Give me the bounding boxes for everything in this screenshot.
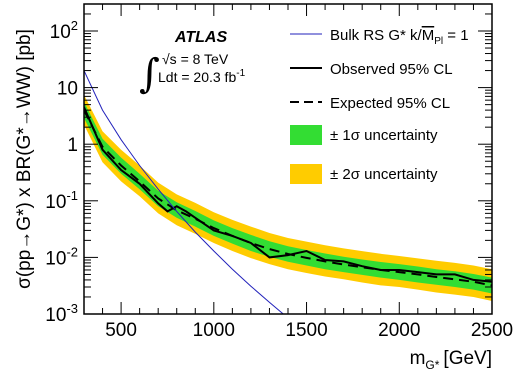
y-tick-label: 10 (57, 79, 78, 100)
y-tick-label: 1 (67, 135, 78, 156)
legend-theory-suffix: = 1 (443, 27, 468, 44)
axis-tick-labels: 500 1000 1500 2000 2500 10-3 10-2 10-1 1 10 102 (45, 18, 513, 341)
x-axis-title: mG* [GeV] (410, 348, 492, 372)
x-tick-label: 1000 (193, 320, 235, 341)
y-tick-label: 10-1 (45, 188, 78, 213)
x-axis-title-unit: [GeV] (443, 348, 492, 369)
axis-ticks (83, 3, 493, 315)
legend-theory-label: Bulk RS G* k/MPl = 1 (330, 27, 469, 47)
legend: Bulk RS G* k/MPl = 1 Observed 95% CL Exp… (290, 27, 469, 184)
y-tick-label: 10-2 (45, 244, 78, 269)
theory-curve (84, 70, 285, 314)
luminosity-prefix: Ldt = 20.3 fb (158, 69, 236, 85)
x-tick-label: 1500 (285, 320, 327, 341)
x-axis-title-sub: G* (425, 358, 439, 372)
expected-limit-line (84, 109, 492, 287)
observed-limit-line (84, 106, 492, 283)
uncertainty-bands (84, 94, 492, 301)
legend-band2-swatch (290, 164, 322, 184)
x-axis-title-main: m (410, 348, 426, 369)
luminosity-label: Ldt = 20.3 fb-1 (158, 68, 246, 85)
legend-band2-label: ± 2σ uncertainty (330, 166, 438, 183)
legend-band1-swatch (290, 125, 322, 145)
energy-label: √s = 8 TeV (162, 51, 229, 67)
y-tick-label: 102 (50, 18, 78, 43)
legend-observed-label: Observed 95% CL (330, 61, 453, 78)
legend-band1-label: ± 1σ uncertainty (330, 127, 438, 144)
x-tick-label: 2500 (471, 320, 513, 341)
limit-curves (84, 70, 492, 314)
x-tick-label: 2000 (378, 320, 420, 341)
legend-expected-label: Expected 95% CL (330, 95, 450, 112)
legend-theory-prefix: Bulk RS G* k/ (330, 27, 423, 44)
luminosity-exp: -1 (236, 68, 245, 79)
legend-theory-m: M (422, 27, 435, 44)
integral-symbol: ∫ (139, 51, 160, 97)
y-axis-title: σ(pp→G*) x BR(G*→WW) [pb] (14, 29, 35, 289)
legend-theory-sub: Pl (434, 36, 443, 47)
y-tick-label: 10-3 (45, 301, 78, 326)
x-tick-label: 500 (105, 320, 137, 341)
atlas-label: ATLAS (174, 29, 227, 46)
